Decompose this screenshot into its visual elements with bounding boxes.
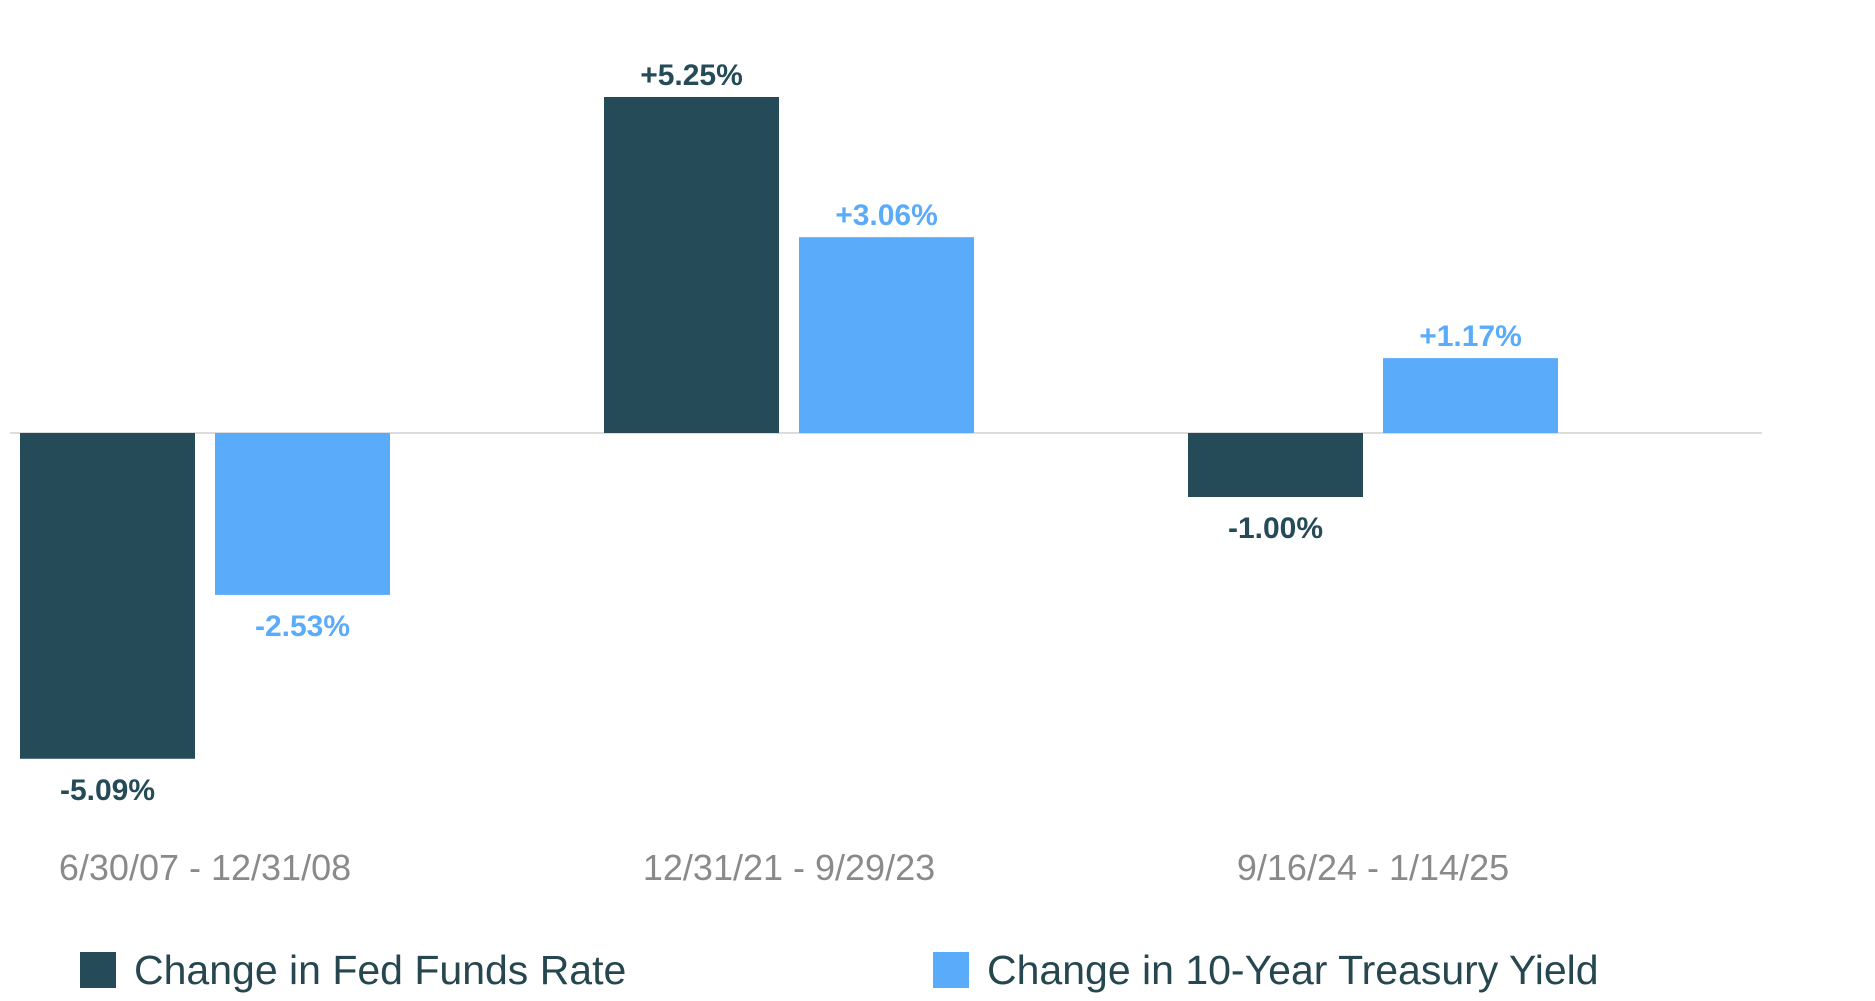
value-label-s1-c1: +3.06% [835,199,938,232]
legend-label-0: Change in Fed Funds Rate [134,947,626,993]
category-label-2: 9/16/24 - 1/14/25 [1237,847,1509,888]
legend-label-1: Change in 10-Year Treasury Yield [987,947,1599,993]
value-label-s1-c0: -2.53% [255,610,350,643]
bar-s1-c0 [215,433,390,595]
category-labels-group: 6/30/07 - 12/31/08 12/31/21 - 9/29/23 9/16… [59,847,1509,888]
value-label-s1-c2: +1.17% [1419,320,1522,353]
legend-swatch-1 [933,952,969,988]
bar-s1-c1 [799,237,974,433]
value-label-s0-c1: +5.25% [640,59,743,92]
bar-s0-c1 [604,97,779,433]
category-label-1: 12/31/21 - 9/29/23 [643,847,935,888]
legend: Change in Fed Funds Rate Change in 10-Yea… [80,947,1599,993]
bars-group [20,97,1558,759]
bar-s1-c2 [1383,358,1558,433]
value-label-s0-c0: -5.09% [60,774,155,807]
value-label-s0-c2: -1.00% [1228,512,1323,545]
bar-s0-c2 [1188,433,1363,497]
bar-s0-c0 [20,433,195,759]
category-label-0: 6/30/07 - 12/31/08 [59,847,351,888]
value-labels-group: -5.09% -2.53% +5.25% +3.06% -1.00% +1.17% [60,59,1522,807]
legend-swatch-0 [80,952,116,988]
